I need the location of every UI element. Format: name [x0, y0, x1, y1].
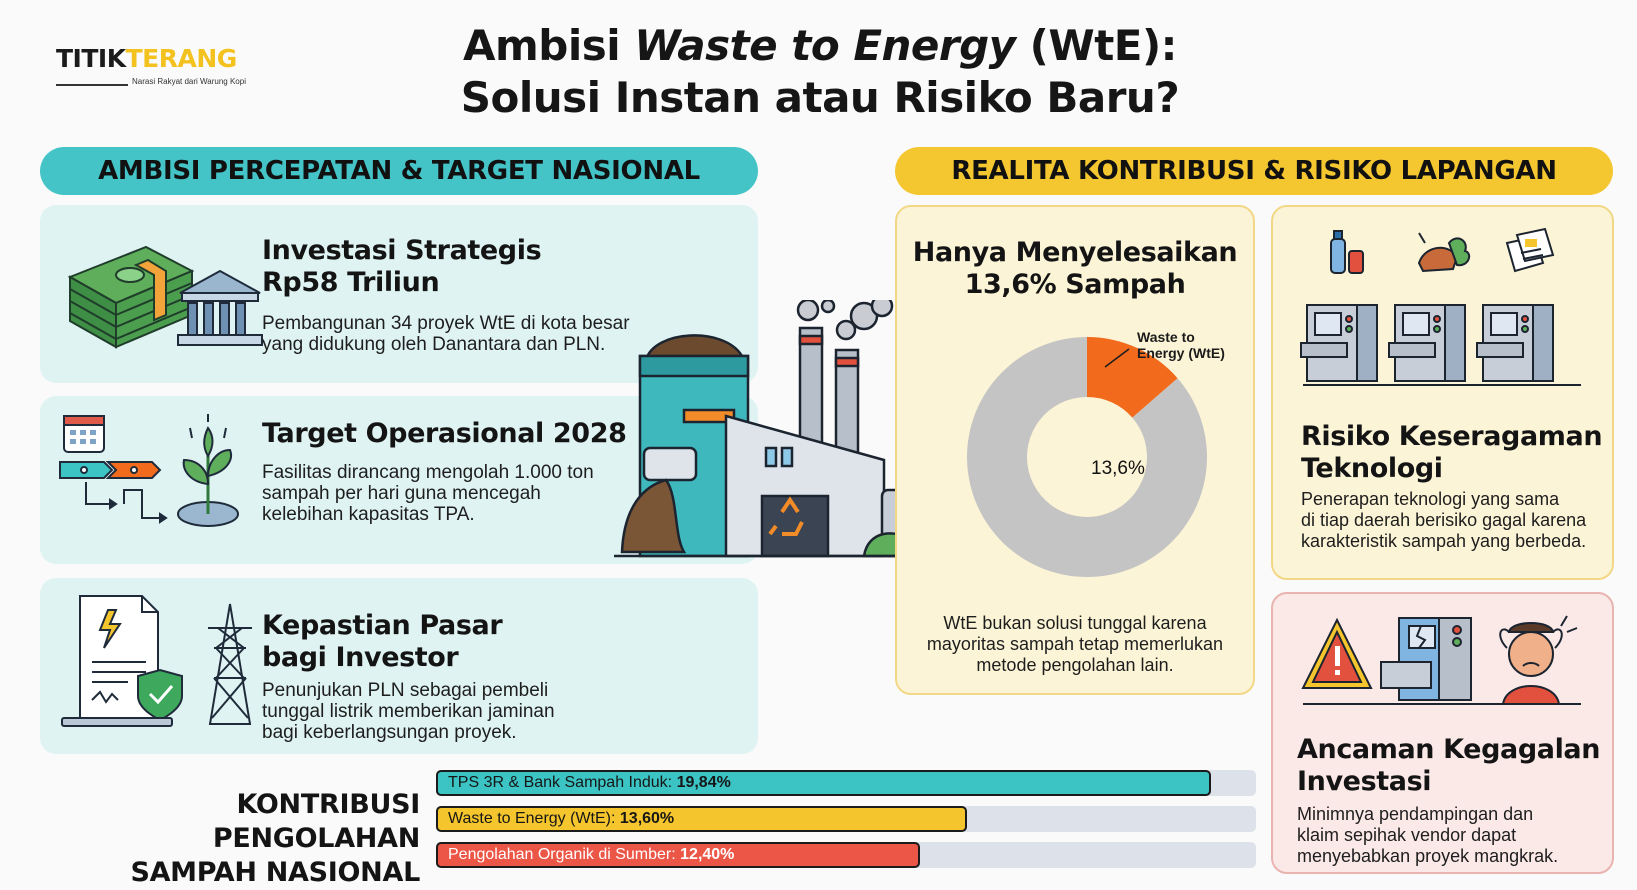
processing-machine-1 [1300, 304, 1378, 382]
processing-machine-2 [1388, 304, 1466, 382]
investment-title: Investasi Strategis Rp58 Triliun [262, 235, 542, 298]
risk-desc: Minimnya pendampingan dan klaim sepihak … [1297, 804, 1559, 866]
logo-divider [56, 84, 128, 86]
wte-plant-illustration [614, 300, 930, 558]
money-bank-icon [67, 245, 263, 349]
market-card: Kepastian Pasar bagi Investor Penunjukan… [40, 578, 758, 754]
investment-card: Investasi Strategis Rp58 Triliun Pembang… [40, 205, 758, 383]
bar-fill: Pengolahan Organik di Sumber: 12,40% [436, 842, 921, 868]
bar-track: Pengolahan Organik di Sumber: 12,40% [436, 842, 1256, 868]
contribution-donut-card: Hanya Menyelesaikan 13,6% Sampah 13,6% W… [895, 205, 1255, 695]
risk-title: Ancaman Kegagalan Investasi [1297, 734, 1601, 797]
left-section-heading: AMBISI PERCEPATAN & TARGET NASIONAL [40, 147, 758, 195]
bar-track: TPS 3R & Bank Sampah Induk: 19,84% [436, 770, 1256, 796]
bar-label: Pengolahan Organik di Sumber: [448, 846, 681, 863]
title-emphasis: Waste to Energy [634, 21, 1016, 70]
donut-title: Hanya Menyelesaikan 13,6% Sampah [912, 237, 1238, 300]
market-title: Kepastian Pasar bagi Investor [262, 610, 503, 673]
slice-label: 13,6% [1091, 458, 1145, 479]
tech-desc: Penerapan teknologi yang sama di tiap da… [1301, 489, 1587, 551]
donut-wte-slice [1087, 337, 1178, 418]
calendar-timeline-plant-icon [59, 414, 239, 527]
donut-desc: WtE bukan solusi tunggal karena mayorita… [926, 613, 1224, 675]
target-desc: Fasilitas dirancang mengolah 1.000 ton s… [262, 462, 594, 525]
waste-machines-icon [1300, 227, 1581, 386]
market-desc: Penunjukan PLN sebagai pembeli tunggal l… [262, 680, 555, 743]
page-title: Ambisi Waste to Energy (WtE): Solusi Ins… [280, 20, 1360, 124]
callout-line [1104, 348, 1130, 368]
logo-tagline: Narasi Rakyat dari Warung Kopi [132, 77, 246, 87]
contract-tower-icon [61, 595, 252, 727]
right-section-heading: REALITA KONTRIBUSI & RISIKO LAPANGAN [895, 147, 1613, 195]
bar-label: TPS 3R & Bank Sampah Induk: [448, 774, 677, 791]
investment-desc: Pembangunan 34 proyek WtE di kota besar … [262, 313, 630, 355]
title-line-2: Solusi Instan atau Risiko Baru? [460, 73, 1180, 122]
title-line-1: Ambisi Waste to Energy (WtE): [463, 21, 1177, 70]
bar-value: 19,84% [676, 774, 731, 791]
bar-label: Waste to Energy (WtE): [448, 810, 620, 827]
bar-value: 13,60% [619, 810, 675, 827]
processing-machine-3 [1476, 304, 1554, 382]
bar-track: Waste to Energy (WtE): 13,60% [436, 806, 1256, 832]
bar-fill: TPS 3R & Bank Sampah Induk: 19,84% [436, 770, 1211, 796]
callout-label: Waste to Energy (WtE) [1137, 329, 1225, 361]
contribution-label: KONTRIBUSI PENGOLAHAN SAMPAH NASIONAL [130, 789, 420, 888]
wte-donut-chart: 13,6% [967, 337, 1207, 577]
logo-wordmark: TITIKTERANG [56, 46, 276, 71]
donut-remaining-slice [967, 337, 1207, 577]
target-title: Target Operasional 2028 [262, 418, 627, 449]
warning-broken-machine-icon [1301, 615, 1581, 705]
tech-title: Risiko Keseragaman Teknologi [1301, 421, 1603, 484]
investment-failure-card: Ancaman Kegagalan Investasi Minimnya pen… [1271, 592, 1614, 874]
bar-value: 12,40% [680, 846, 735, 863]
bar-fill: Waste to Energy (WtE): 13,60% [436, 806, 968, 832]
logo-part-yellow: TERANG [125, 44, 238, 73]
logo-part-dark: TITIK [56, 44, 126, 73]
technology-risk-card: Risiko Keseragaman Teknologi Penerapan t… [1271, 205, 1614, 580]
brand-logo: TITIKTERANG Narasi Rakyat dari Warung Ko… [56, 46, 276, 91]
